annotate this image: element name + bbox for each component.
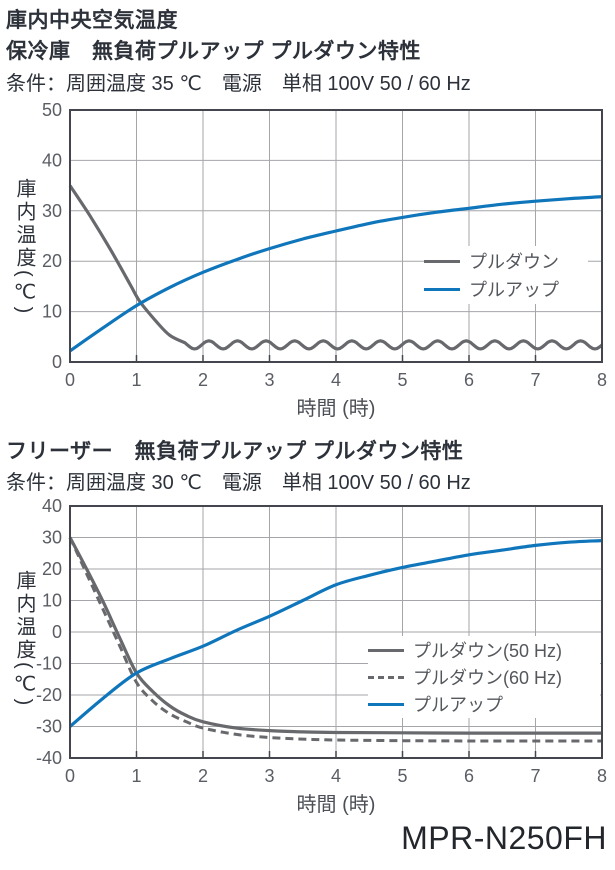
y-tick-label: -30: [36, 717, 62, 737]
x-tick-label: 8: [597, 370, 607, 390]
series-line-1: [68, 184, 604, 351]
chart1-y-axis-label: 庫内温度(℃): [13, 178, 35, 317]
chart2-title: フリーザー 無負荷プルアップ プルダウン特性: [6, 440, 464, 463]
x-tick-label: 3: [264, 766, 274, 786]
x-tick-label: 8: [597, 766, 607, 786]
legend-line-sample: [368, 675, 404, 679]
chart2-y-axis-label: 庫内温度(℃): [13, 570, 35, 709]
x-tick-label: 0: [65, 370, 75, 390]
x-tick-label: 5: [397, 370, 407, 390]
legend-chart-2: プルダウン(50 Hz) プルダウン(60 Hz) プルアップ: [368, 636, 600, 718]
y-tick-label: 30: [42, 528, 62, 548]
x-tick-label: 4: [331, 370, 341, 390]
x-tick-label: 3: [264, 370, 274, 390]
y-tick-label: 10: [42, 302, 62, 322]
series-line-1: [68, 536, 602, 735]
legend-label: プルダウン: [469, 252, 559, 272]
legend-entry: プルアップ: [424, 276, 588, 302]
legend-entry: プルダウン: [424, 248, 588, 274]
series-line-3: [68, 539, 603, 728]
x-tick-label: 5: [397, 766, 407, 786]
legend-label: プルダウン(50 Hz): [413, 641, 563, 661]
legend-label: プルダウン(60 Hz): [413, 668, 563, 688]
model-number: MPR-N250FH: [401, 820, 607, 856]
y-tick-label: -10: [36, 654, 62, 674]
x-tick-label: 7: [530, 370, 540, 390]
y-tick-label: 0: [52, 352, 62, 372]
chart2-conditions: 条件：周囲温度 30 ℃ 電源 単相 100V 50 / 60 Hz: [6, 472, 471, 494]
x-tick-label: 7: [530, 766, 540, 786]
y-tick-label: 30: [42, 201, 62, 221]
legend-entry: プルダウン(60 Hz): [368, 664, 600, 690]
legend-label: プルアップ: [469, 280, 559, 300]
legend-entry: プルダウン(50 Hz): [368, 637, 600, 663]
y-tick-label: 20: [42, 251, 62, 271]
x-tick-label: 6: [464, 370, 474, 390]
x-tick-label: 1: [131, 766, 141, 786]
page-title: 庫内中央空気温度: [6, 9, 178, 32]
y-tick-label: 50: [42, 100, 62, 120]
y-tick-label: -40: [36, 748, 62, 768]
y-tick-label: 40: [42, 150, 62, 170]
chart-svg-1: 0 10 20 30 40 50 0 1 2 3 4 5 6 7 8: [42, 100, 607, 390]
x-tick-label: 2: [198, 370, 208, 390]
legend-label: プルアップ: [413, 695, 503, 715]
x-tick-label: 6: [464, 766, 474, 786]
y-tick-label: -20: [36, 685, 62, 705]
chart2-x-axis-label: 時間 (時): [296, 794, 376, 816]
legend-line-sample: [368, 648, 404, 652]
x-tick-label: 1: [131, 370, 141, 390]
y-tick-label: 40: [42, 496, 62, 516]
chart1-x-axis-label: 時間 (時): [296, 398, 376, 420]
x-tick-label: 4: [331, 766, 341, 786]
chart-svg-2: -40 -30 -20 -10 0 10 20 30 40 0 1 2 3 4 5 6 7 8: [36, 496, 607, 786]
x-tick-label: 2: [198, 766, 208, 786]
legend-entry: プルアップ: [368, 691, 600, 717]
series-line-2: [68, 536, 602, 743]
y-tick-label: 20: [42, 559, 62, 579]
legend-chart-1: プルダウンプルアップ: [424, 246, 588, 304]
y-tick-label: 0: [52, 622, 62, 642]
legend-line-sample: [424, 259, 460, 263]
chart1-conditions: 条件：周囲温度 35 ℃ 電源 単相 100V 50 / 60 Hz: [6, 73, 471, 95]
x-tick-label: 0: [65, 766, 75, 786]
y-tick-label: 10: [42, 591, 62, 611]
legend-line-sample: [424, 287, 460, 291]
series-line-2: [69, 195, 603, 353]
legend-line-sample: [368, 702, 404, 706]
chart1-title: 保冷庫 無負荷プルアップ プルダウン特性: [6, 40, 421, 63]
